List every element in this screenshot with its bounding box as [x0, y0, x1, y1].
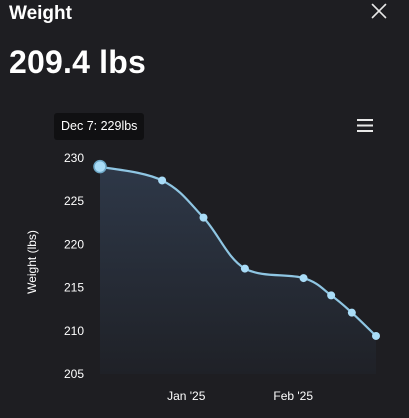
data-point[interactable]	[199, 213, 208, 222]
y-tick-label: 205	[64, 367, 84, 381]
x-tick-label: Feb '25	[273, 389, 313, 403]
close-button[interactable]	[364, 0, 394, 22]
chart-menu-button[interactable]	[352, 114, 378, 136]
data-point[interactable]	[240, 264, 249, 273]
y-tick-label: 215	[64, 281, 84, 295]
y-tick-label: 210	[64, 324, 84, 338]
data-point[interactable]	[158, 176, 167, 185]
close-icon	[371, 3, 387, 19]
y-tick-label: 220	[64, 237, 84, 251]
y-tick-label: 230	[64, 151, 84, 165]
data-point[interactable]	[327, 291, 336, 300]
x-tick-label: Jan '25	[167, 389, 206, 403]
data-tooltip: Dec 7: 229lbs	[54, 113, 145, 140]
current-weight-value: 209.4 lbs	[9, 44, 147, 80]
hamburger-menu-icon	[357, 118, 373, 132]
y-tick-label: 225	[64, 194, 84, 208]
page-title: Weight	[9, 3, 72, 24]
highlighted-data-point[interactable]	[93, 159, 107, 174]
y-axis-title: Weight (lbs)	[25, 230, 39, 294]
series-area	[100, 166, 376, 374]
data-point[interactable]	[299, 274, 308, 283]
data-point[interactable]	[347, 308, 356, 317]
data-point[interactable]	[372, 331, 380, 340]
